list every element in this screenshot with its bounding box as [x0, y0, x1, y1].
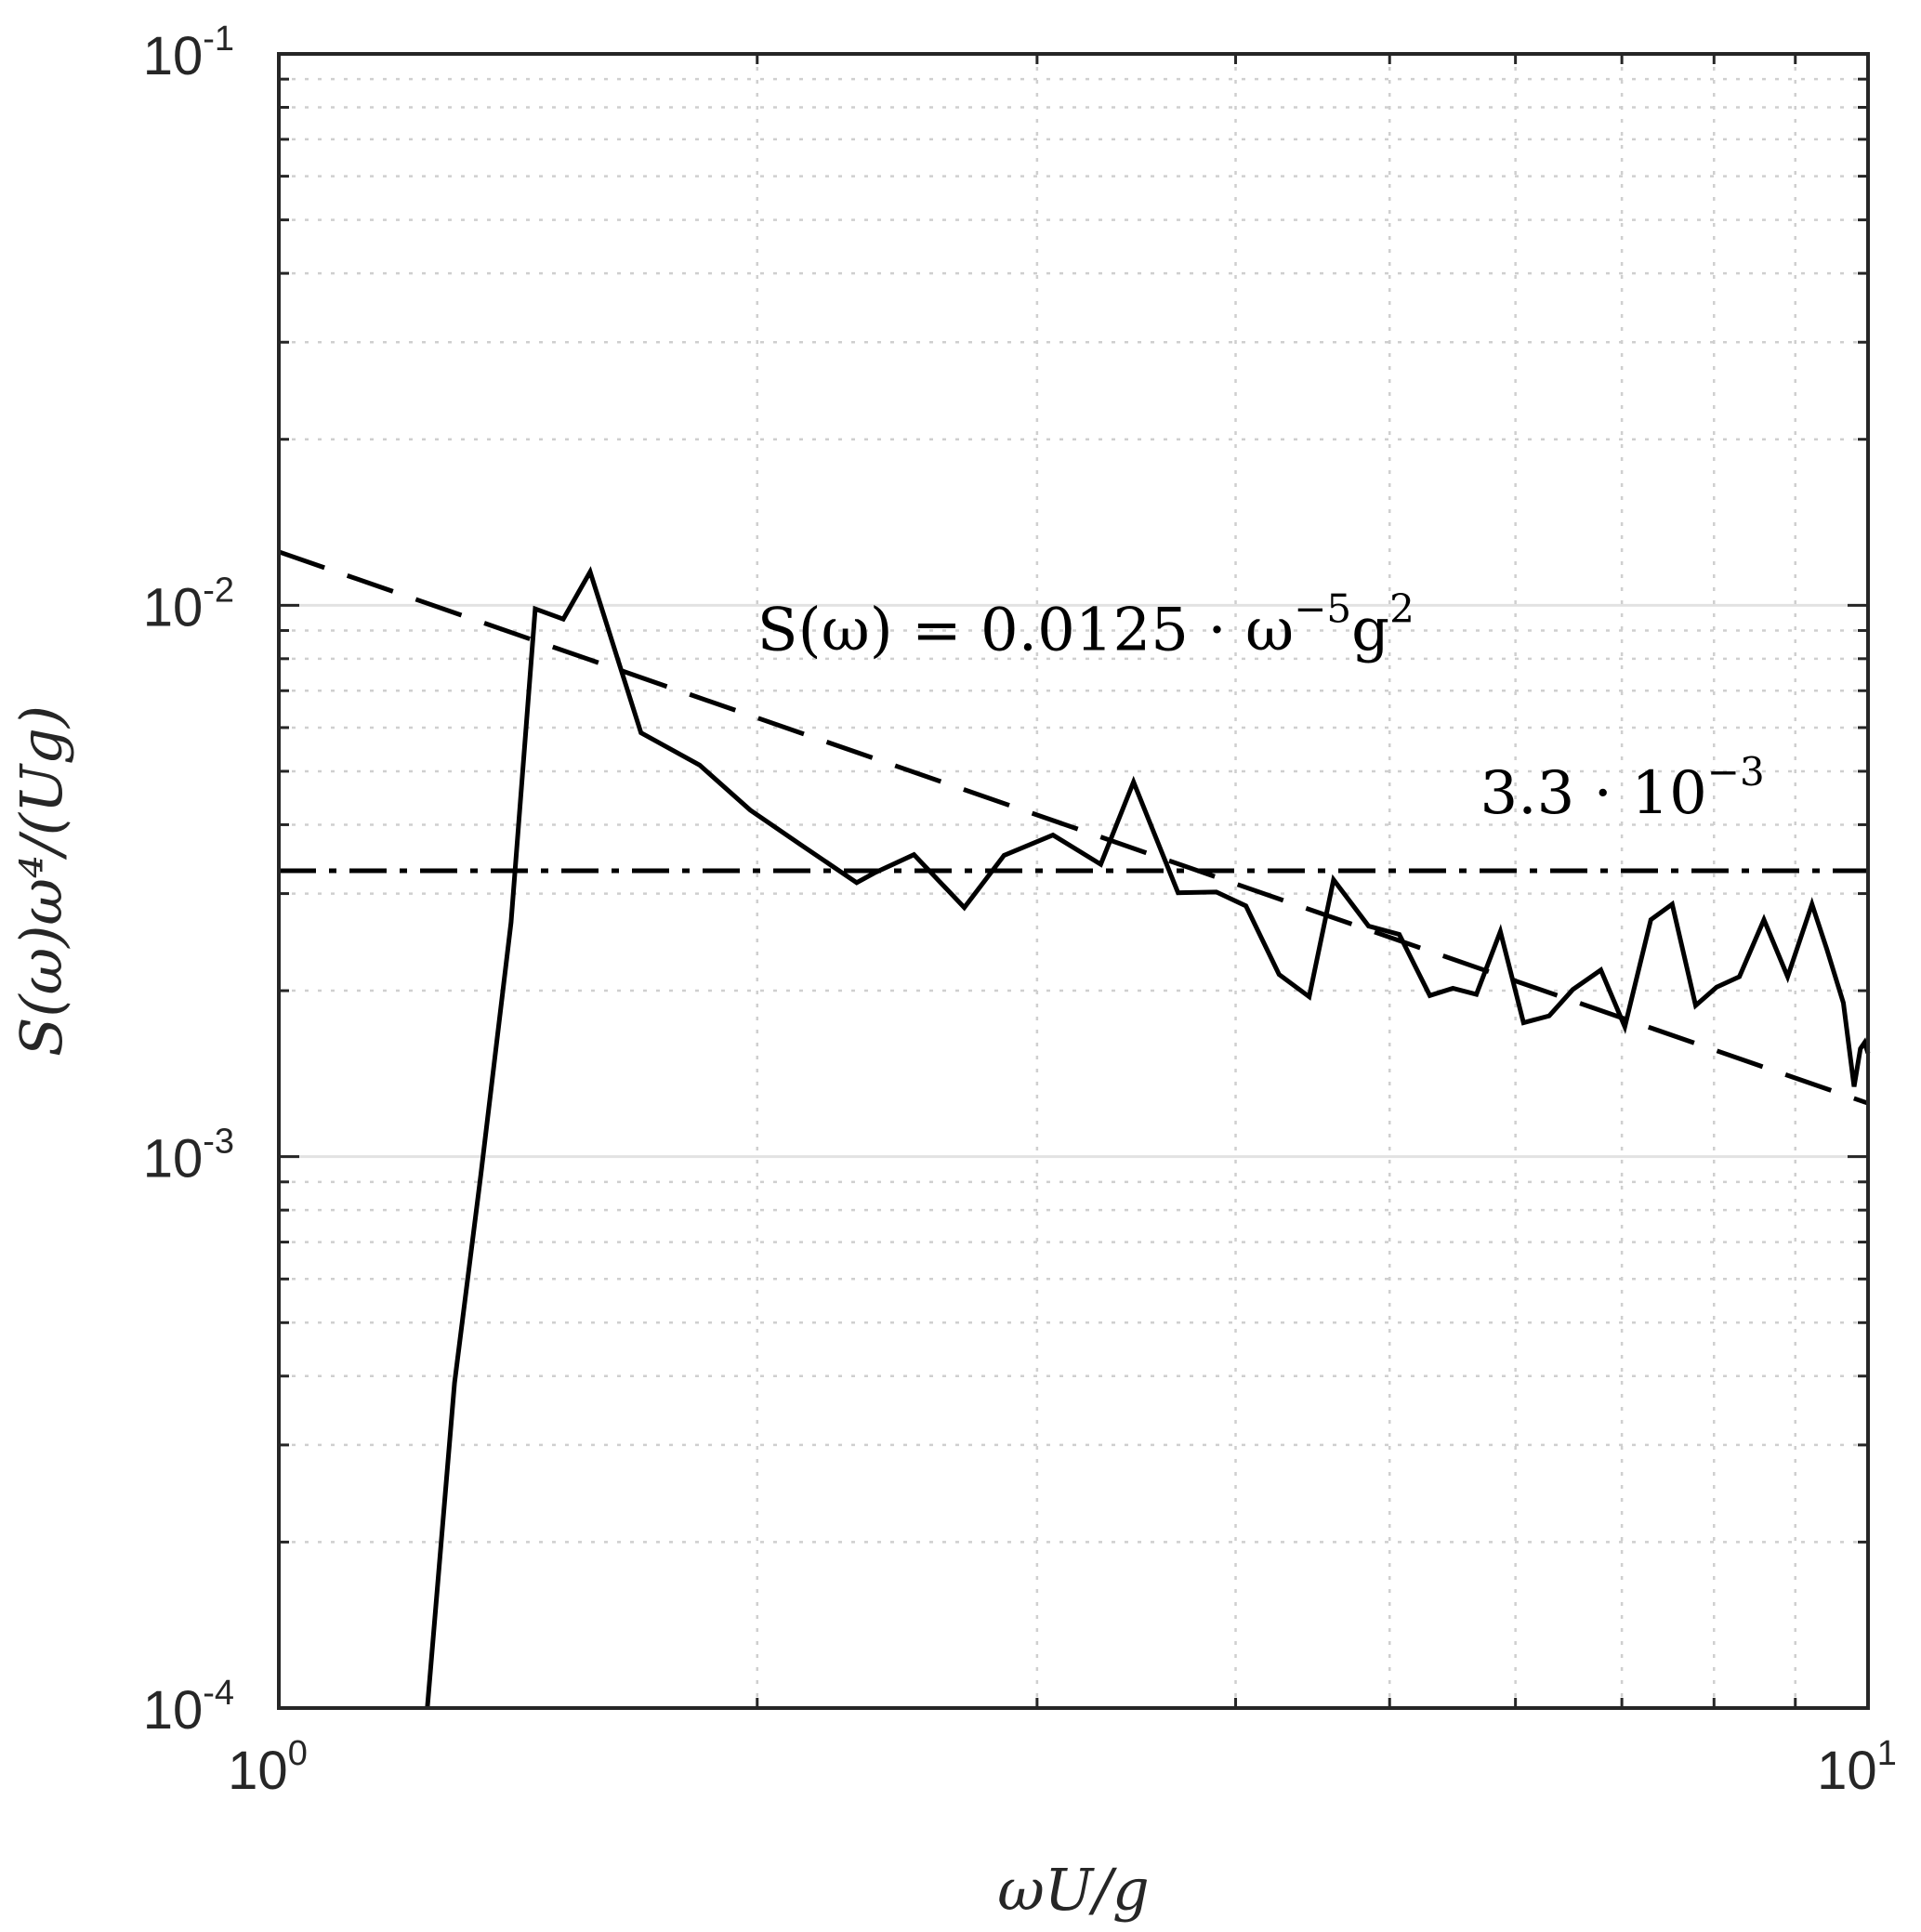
y-tick-label: 10-2 — [143, 571, 234, 637]
y-tick-label: 10-1 — [143, 20, 234, 86]
annotation-part: g — [1351, 596, 1389, 664]
tick-label-base: 10 — [143, 1129, 204, 1189]
y-tick-label: 10-3 — [143, 1123, 234, 1189]
annotation-part: S(ω) = 0.0125 · ω — [757, 596, 1294, 664]
annotation-part: −5 — [1294, 585, 1351, 631]
tick-label-base: 10 — [143, 26, 204, 86]
grid — [279, 54, 1868, 1708]
axis-ticks — [279, 54, 1868, 1710]
tick-label-exponent: -3 — [203, 1123, 234, 1162]
annotations: S(ω) = 0.0125 · ω−5g2 3.3 · 10−3 — [757, 585, 1765, 828]
dashdot-line-annotation: 3.3 · 10−3 — [1480, 749, 1765, 828]
x-tick-label: 100 — [228, 1734, 308, 1801]
dashed-line-annotation: S(ω) = 0.0125 · ω−5g2 — [757, 585, 1414, 664]
tick-label-exponent: 0 — [288, 1734, 308, 1773]
tick-label-base: 10 — [143, 1680, 204, 1741]
series-solid-line — [425, 566, 1871, 1709]
series-group — [278, 549, 1871, 1709]
tick-label-exponent: 1 — [1877, 1734, 1897, 1773]
x-tick-label: 101 — [1817, 1734, 1897, 1801]
plot-area-frame — [277, 52, 1870, 1710]
tick-label-base: 10 — [143, 577, 204, 637]
series-dashed-line — [278, 549, 1869, 1106]
annotation-part: 2 — [1389, 585, 1414, 631]
tick-label-exponent: -1 — [203, 20, 234, 59]
annotation-part: 3.3 · 10 — [1480, 759, 1707, 828]
y-axis-label: S(ω)ω⁴/(Ug) — [7, 705, 75, 1057]
tick-label-base: 10 — [1817, 1741, 1877, 1801]
annotation-part: −3 — [1707, 749, 1765, 795]
tick-label-exponent: -2 — [203, 571, 234, 610]
tick-label-exponent: -4 — [203, 1674, 234, 1713]
x-axis-label: ωU/g — [997, 1856, 1149, 1924]
y-tick-label: 10-4 — [143, 1674, 234, 1741]
tick-label-base: 10 — [228, 1741, 288, 1801]
